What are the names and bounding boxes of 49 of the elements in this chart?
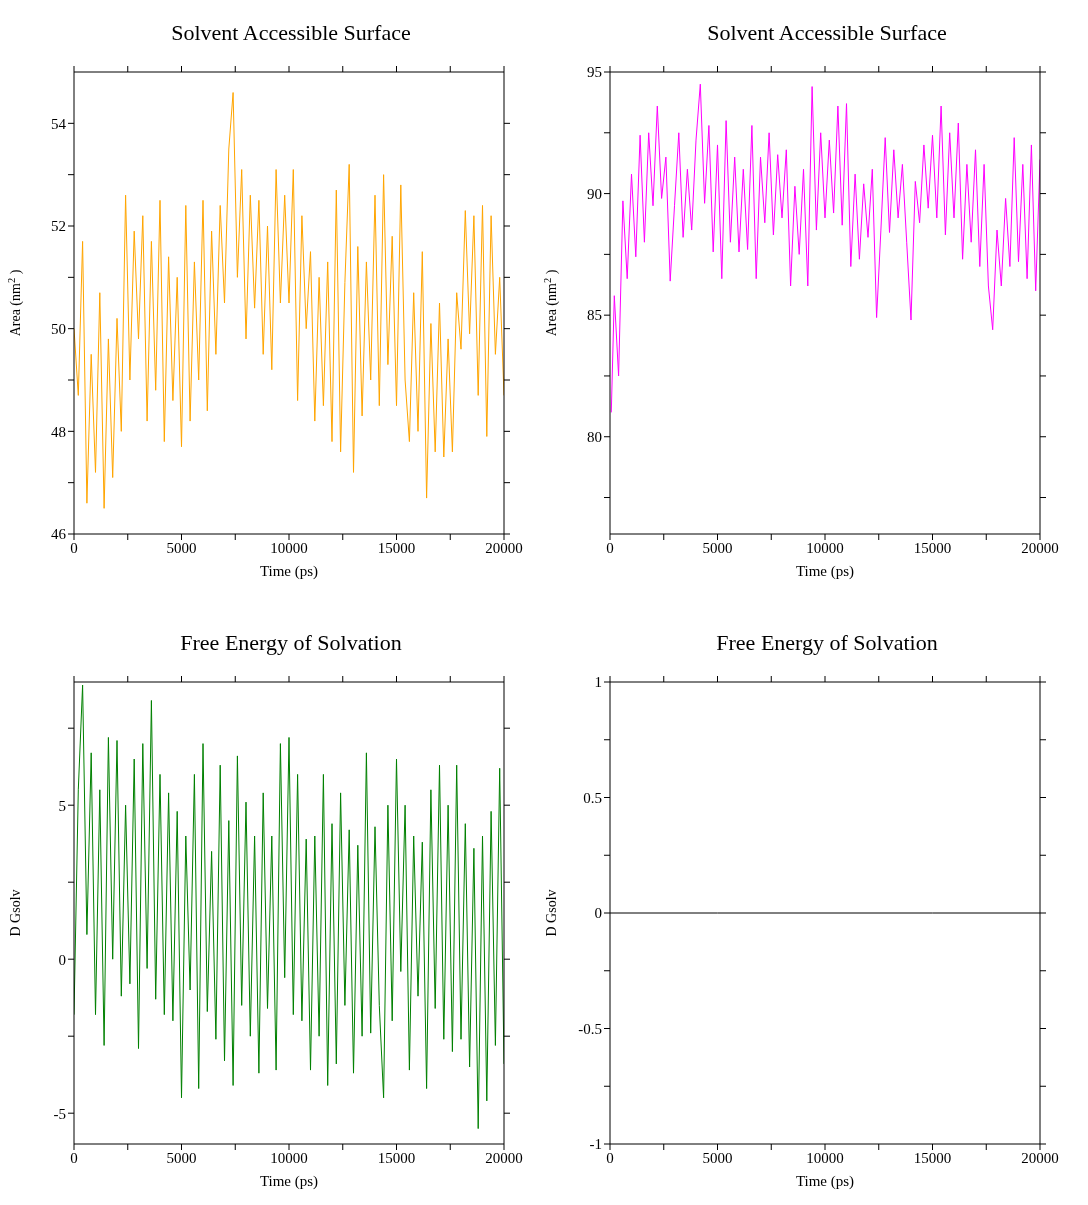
y-tick-label: -5	[53, 1105, 66, 1122]
x-tick-label: 20000	[1021, 539, 1059, 556]
chart-title: Solvent Accessible Surface	[170, 19, 412, 47]
x-tick-label: 10000	[806, 539, 844, 556]
y-tick-label: 0.5	[583, 789, 602, 806]
y-axis-title: D Gsolv	[8, 889, 23, 937]
line-series	[610, 83, 1040, 413]
y-tick-label: -0.5	[578, 1020, 602, 1037]
y-tick-label: 48	[51, 423, 66, 440]
x-tick-label: 0	[606, 1149, 614, 1166]
y-axis-title: D Gsolv	[544, 889, 559, 937]
y-tick-label: 80	[587, 429, 602, 446]
y-tick-label: 46	[51, 526, 67, 543]
x-tick-label: 15000	[377, 539, 416, 556]
x-tick-label: 15000	[913, 1149, 952, 1166]
x-tick-label: 0	[70, 539, 78, 556]
y-tick-label: 0	[594, 905, 602, 922]
x-tick-label: 15000	[913, 539, 952, 556]
x-tick-label: 20000	[485, 1149, 523, 1166]
x-tick-label: 20000	[1021, 1149, 1059, 1166]
x-tick-label: 10000	[270, 539, 308, 556]
x-tick-label: 15000	[377, 1149, 416, 1166]
x-tick-label: 10000	[270, 1149, 308, 1166]
x-tick-label: 0	[70, 1149, 78, 1166]
x-tick-label: 5000	[166, 1149, 197, 1166]
y-tick-label: 85	[587, 307, 602, 324]
y-tick-label: 54	[51, 115, 67, 132]
x-tick-label: 5000	[702, 1149, 733, 1166]
x-tick-label: 10000	[806, 1149, 844, 1166]
x-tick-label: 5000	[702, 539, 733, 556]
x-axis-title: Time (ps)	[259, 1173, 319, 1190]
x-axis-title: Time (ps)	[795, 1173, 855, 1190]
x-axis-title: Time (ps)	[259, 563, 319, 580]
y-tick-label: 0	[58, 951, 66, 968]
x-tick-label: 5000	[166, 539, 197, 556]
x-tick-label: 20000	[485, 539, 523, 556]
y-tick-label: -1	[589, 1136, 602, 1153]
x-tick-label: 0	[606, 539, 614, 556]
y-tick-label: 52	[51, 218, 66, 235]
chart-title: Solvent Accessible Surface	[706, 19, 948, 47]
y-tick-label: 90	[587, 185, 602, 202]
chart-title: Free Energy of Solvation	[179, 629, 403, 657]
line-series	[74, 92, 504, 509]
y-tick-label: 5	[58, 797, 66, 814]
x-axis-title: Time (ps)	[795, 563, 855, 580]
y-tick-label: 1	[594, 674, 602, 691]
y-tick-label: 50	[51, 320, 66, 337]
chart-title: Free Energy of Solvation	[715, 629, 939, 657]
y-tick-label: 95	[587, 64, 602, 81]
